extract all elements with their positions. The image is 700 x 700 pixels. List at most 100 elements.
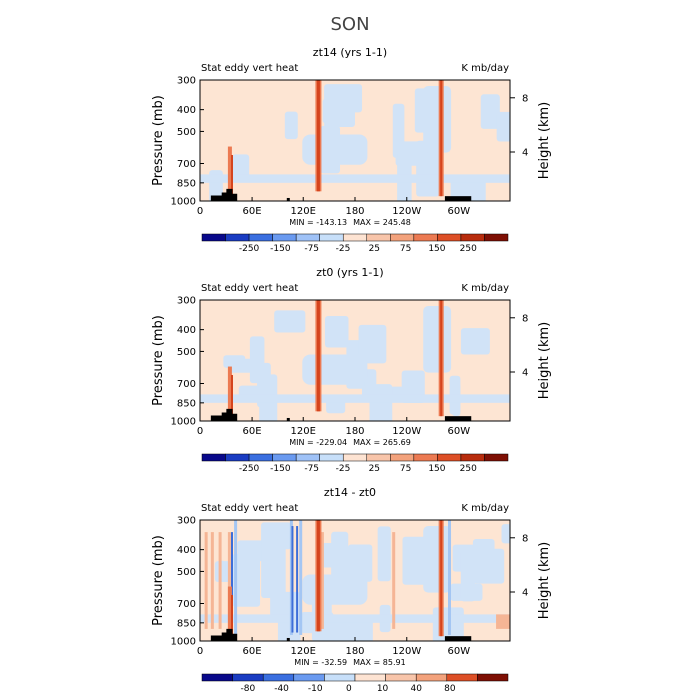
topography bbox=[210, 188, 238, 201]
x-tick-label: 120E bbox=[291, 206, 316, 217]
colorbar-box bbox=[366, 233, 391, 242]
colorbar-box bbox=[460, 233, 485, 242]
colorbar-label: 40 bbox=[410, 684, 422, 694]
field-negative-patch bbox=[402, 536, 431, 585]
field-positive-streak bbox=[210, 532, 214, 629]
colorbar-label: -10 bbox=[308, 684, 323, 694]
y-right-tick-label: 4 bbox=[522, 587, 528, 598]
stats-line: MIN = -229.04 MAX = 265.69 bbox=[289, 438, 411, 447]
colorbar-label: -150 bbox=[270, 244, 291, 254]
field-negative-patch bbox=[460, 328, 490, 355]
colorbar-box bbox=[390, 453, 415, 462]
field-negative-streak bbox=[289, 520, 293, 635]
x-tick-label: 120E bbox=[291, 426, 316, 437]
colorbar-box bbox=[385, 673, 417, 682]
colorbar-box bbox=[319, 453, 344, 462]
y-axis-label: Pressure (mb) bbox=[151, 535, 166, 626]
colorbar-label: -250 bbox=[239, 244, 260, 254]
colorbar-box bbox=[413, 453, 438, 462]
field-negative-patch bbox=[324, 84, 363, 113]
field-negative-band bbox=[200, 614, 510, 623]
field-negative-patch bbox=[358, 324, 387, 364]
field-negative-patch bbox=[501, 524, 510, 544]
colorbar-label: 150 bbox=[428, 244, 445, 254]
colorbar-box bbox=[201, 233, 226, 242]
panel-title: zt0 (yrs 1-1) bbox=[316, 266, 383, 279]
x-tick-label: 0 bbox=[197, 426, 203, 437]
colorbar-box bbox=[460, 453, 485, 462]
units-label: K mb/day bbox=[461, 283, 509, 294]
colorbar-label: 250 bbox=[460, 464, 477, 474]
field-negative-band bbox=[200, 174, 510, 183]
variable-label: Stat eddy vert heat bbox=[201, 63, 298, 74]
field-negative-patch bbox=[232, 553, 261, 607]
colorbar-box bbox=[232, 673, 264, 682]
stats-min-label: MIN = bbox=[294, 658, 321, 667]
y-right-tick-label: 8 bbox=[522, 533, 528, 544]
field-negative-patch bbox=[331, 531, 349, 584]
topography bbox=[286, 637, 290, 641]
stats-line: MIN = -143.13 MAX = 245.48 bbox=[289, 218, 411, 227]
colorbar-label: 80 bbox=[444, 684, 456, 694]
field-strong-positive-streak bbox=[316, 80, 320, 192]
colorbar-box bbox=[415, 673, 448, 682]
colorbar-box bbox=[342, 233, 368, 242]
colorbar-label: 10 bbox=[377, 684, 389, 694]
field-positive-streak bbox=[227, 586, 232, 635]
topography bbox=[210, 408, 238, 421]
panel-3: zt14 - zt0 Stat eddy vert heat K mb/day 300… bbox=[151, 486, 552, 694]
panel-title: zt14 - zt0 bbox=[324, 486, 376, 499]
colorbar-label: -250 bbox=[239, 464, 260, 474]
x-tick-label: 60E bbox=[243, 646, 262, 657]
colorbar-box bbox=[477, 673, 509, 682]
field-negative-streak bbox=[448, 520, 451, 635]
y-tick-label: 300 bbox=[177, 296, 196, 307]
units-label: K mb/day bbox=[461, 503, 509, 514]
y-right-tick-label: 8 bbox=[522, 313, 528, 324]
colorbar-label: -150 bbox=[270, 464, 291, 474]
panel-title: zt14 (yrs 1-1) bbox=[313, 46, 387, 59]
colorbar-box bbox=[437, 453, 462, 462]
colorbar-box bbox=[248, 233, 273, 242]
field-negative-patch bbox=[377, 526, 391, 582]
field-negative-patch bbox=[496, 111, 510, 142]
variable-label: Stat eddy vert heat bbox=[201, 283, 298, 294]
field bbox=[200, 80, 510, 201]
x-tick-label: 60W bbox=[448, 426, 471, 437]
field-negative-streak bbox=[299, 520, 303, 635]
x-tick-label: 0 bbox=[197, 646, 203, 657]
colorbar-box bbox=[293, 673, 325, 682]
field-negative-region bbox=[423, 86, 452, 153]
colorbar-label: -75 bbox=[304, 244, 319, 254]
y-right-tick-label: 8 bbox=[522, 93, 528, 104]
topography bbox=[444, 636, 472, 641]
y-tick-label: 500 bbox=[177, 347, 196, 358]
x-tick-label: 60E bbox=[243, 426, 262, 437]
topography bbox=[444, 416, 472, 421]
field-strong-negative-streak bbox=[291, 526, 294, 633]
stats-max-label: MAX = bbox=[353, 218, 383, 227]
x-tick-label: 120W bbox=[392, 426, 421, 437]
field-strong-positive-streak bbox=[231, 155, 233, 198]
stats-max: 245.48 bbox=[383, 218, 411, 227]
stats-line: MIN = -32.59 MAX = 85.91 bbox=[294, 658, 405, 667]
field-negative-patch bbox=[473, 548, 505, 584]
colorbar-box bbox=[342, 453, 368, 462]
stats-max: 265.69 bbox=[383, 438, 411, 447]
x-tick-label: 180 bbox=[345, 426, 364, 437]
field-negative-patch bbox=[249, 336, 265, 384]
x-tick-label: 60W bbox=[448, 646, 471, 657]
colorbar-box bbox=[390, 233, 415, 242]
field-negative-patch bbox=[460, 549, 476, 602]
field-positive-streak bbox=[204, 532, 208, 629]
y-axis-label: Pressure (mb) bbox=[151, 95, 166, 186]
topography bbox=[286, 417, 290, 421]
y-right-axis-label: Height (km) bbox=[537, 542, 552, 619]
field-negative-patch bbox=[261, 522, 292, 550]
x-tick-label: 0 bbox=[197, 206, 203, 217]
colorbar-label: 25 bbox=[369, 244, 380, 254]
colorbar-box bbox=[272, 233, 297, 242]
y-tick-label: 300 bbox=[177, 76, 196, 87]
colorbar-box bbox=[225, 233, 250, 242]
